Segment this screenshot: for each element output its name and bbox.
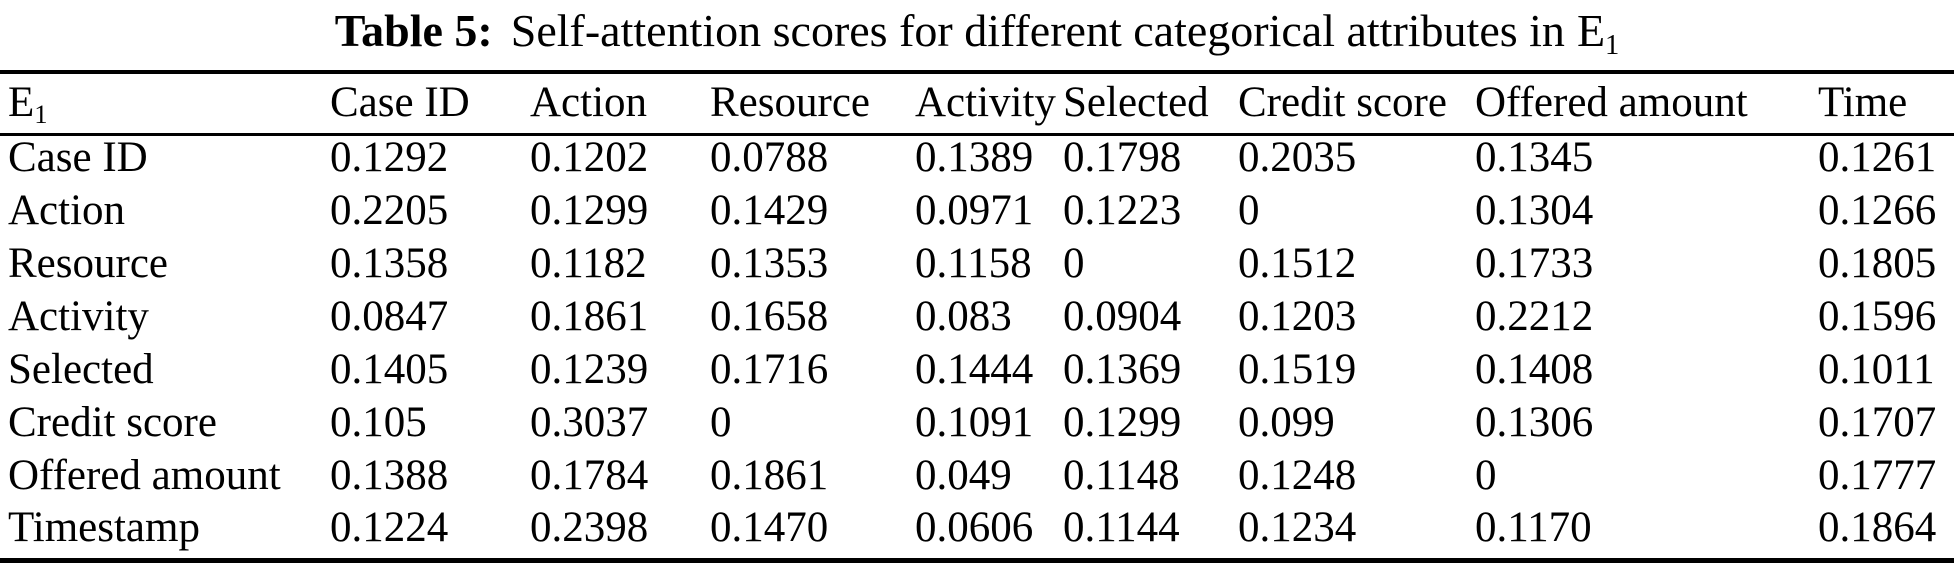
score-cell: 0.1091	[915, 398, 1034, 446]
score-cell: 0.1408	[1475, 345, 1594, 393]
score-cell: 0.1389	[915, 133, 1034, 181]
row-label: Credit score	[8, 398, 217, 446]
score-cell: 0.099	[1238, 398, 1335, 446]
score-cell: 0.1707	[1818, 398, 1937, 446]
column-header-case-id: Case ID	[330, 78, 470, 126]
score-cell: 0.1345	[1475, 133, 1594, 181]
score-cell: 0.1777	[1818, 451, 1937, 499]
table-row: Credit score 0.105 0.3037 0 0.1091 0.1299 0.09…	[0, 400, 1954, 453]
score-cell: 0	[1475, 451, 1497, 499]
score-cell: 0.1223	[1063, 186, 1182, 234]
table-row: Activity 0.0847 0.1861 0.1658 0.083 0.0904 0.1…	[0, 294, 1954, 347]
score-cell: 0.1148	[1063, 451, 1180, 499]
score-cell: 0.1292	[330, 133, 449, 181]
table-row: Selected 0.1405 0.1239 0.1716 0.1444 0.1369 0.…	[0, 347, 1954, 400]
score-cell: 0.1405	[330, 345, 449, 393]
row-label: Selected	[8, 345, 154, 393]
score-cell: 0	[1063, 239, 1085, 287]
table-caption-subject: E1	[1576, 5, 1620, 61]
score-cell: 0.1202	[530, 133, 649, 181]
score-cell: 0.0904	[1063, 292, 1182, 340]
score-cell: 0.2205	[330, 186, 449, 234]
score-cell: 0	[710, 398, 732, 446]
column-header-time: Time	[1818, 78, 1908, 126]
score-cell: 0.1861	[530, 292, 649, 340]
score-cell: 0	[1238, 186, 1260, 234]
row-label: Activity	[8, 292, 149, 340]
score-cell: 0.1519	[1238, 345, 1357, 393]
table-caption: Table 5: Self-attention scores for diffe…	[0, 0, 1954, 70]
table-caption-number: Table 5:	[334, 5, 493, 56]
score-cell: 0.1144	[1063, 503, 1180, 551]
column-header-action: Action	[530, 78, 648, 126]
score-cell: 0.1805	[1818, 239, 1937, 287]
score-cell: 0.1861	[710, 451, 829, 499]
score-cell: 0.2212	[1475, 292, 1594, 340]
corner-header: E1	[8, 78, 48, 129]
header-row: E1 Case ID Action Resource Activity Selected…	[0, 72, 1954, 134]
score-cell: 0.049	[915, 451, 1012, 499]
row-label: Timestamp	[8, 503, 200, 551]
score-cell: 0.0971	[915, 186, 1034, 234]
score-cell: 0.1234	[1238, 503, 1357, 551]
score-cell: 0.1716	[710, 345, 829, 393]
score-cell: 0.3037	[530, 398, 649, 446]
column-header-resource: Resource	[710, 78, 870, 126]
row-label: Resource	[8, 239, 168, 287]
table-row: Case ID 0.1292 0.1202 0.0788 0.1389 0.1798 0.2…	[0, 134, 1954, 188]
column-header-offered-amount: Offered amount	[1475, 78, 1748, 126]
score-cell: 0.1444	[915, 345, 1034, 393]
score-cell: 0.1388	[330, 451, 449, 499]
row-label: Case ID	[8, 133, 148, 181]
column-header-selected: Selected	[1063, 78, 1209, 126]
column-header-credit-score: Credit score	[1238, 78, 1447, 126]
score-cell: 0.0847	[330, 292, 449, 340]
table-row: Resource 0.1358 0.1182 0.1353 0.1158 0 0.1512 0…	[0, 241, 1954, 294]
score-cell: 0.105	[330, 398, 427, 446]
score-cell: 0.1658	[710, 292, 829, 340]
score-cell: 0.1011	[1818, 345, 1935, 393]
score-cell: 0.0788	[710, 133, 829, 181]
row-label: Offered amount	[8, 451, 281, 499]
score-cell: 0.1304	[1475, 186, 1594, 234]
score-cell: 0.1596	[1818, 292, 1937, 340]
score-cell: 0.0606	[915, 503, 1034, 551]
table-caption-text: Self-attention scores for different cate…	[510, 5, 1565, 56]
score-cell: 0.1261	[1818, 133, 1937, 181]
score-cell: 0.1429	[710, 186, 829, 234]
score-cell: 0.1470	[710, 503, 829, 551]
score-cell: 0.1306	[1475, 398, 1594, 446]
score-cell: 0.2035	[1238, 133, 1357, 181]
score-cell: 0.1733	[1475, 239, 1594, 287]
subscript-1: 1	[1605, 29, 1620, 61]
score-cell: 0.1158	[915, 239, 1032, 287]
score-cell: 0.1864	[1818, 503, 1937, 551]
score-cell: 0.1784	[530, 451, 649, 499]
score-cell: 0.1203	[1238, 292, 1357, 340]
score-cell: 0.083	[915, 292, 1012, 340]
score-cell: 0.1239	[530, 345, 649, 393]
table-row: Offered amount 0.1388 0.1784 0.1861 0.049 0.1…	[0, 453, 1954, 506]
score-cell: 0.1798	[1063, 133, 1182, 181]
table-row: Timestamp 0.1224 0.2398 0.1470 0.0606 0.1144 0…	[0, 506, 1954, 561]
score-cell: 0.1369	[1063, 345, 1182, 393]
subscript-1: 1	[34, 98, 48, 129]
score-cell: 0.2398	[530, 503, 649, 551]
attention-scores-table: E1 Case ID Action Resource Activity Selected…	[0, 70, 1954, 563]
score-cell: 0.1182	[530, 239, 647, 287]
table-row: Action 0.2205 0.1299 0.1429 0.0971 0.1223 0 0.1…	[0, 188, 1954, 241]
score-cell: 0.1353	[710, 239, 829, 287]
score-cell: 0.1299	[1063, 398, 1182, 446]
score-cell: 0.1170	[1475, 503, 1592, 551]
row-label: Action	[8, 186, 126, 234]
column-header-activity: Activity	[915, 78, 1056, 126]
score-cell: 0.1266	[1818, 186, 1937, 234]
score-cell: 0.1224	[330, 503, 449, 551]
score-cell: 0.1248	[1238, 451, 1357, 499]
score-cell: 0.1512	[1238, 239, 1357, 287]
score-cell: 0.1299	[530, 186, 649, 234]
score-cell: 0.1358	[330, 239, 449, 287]
